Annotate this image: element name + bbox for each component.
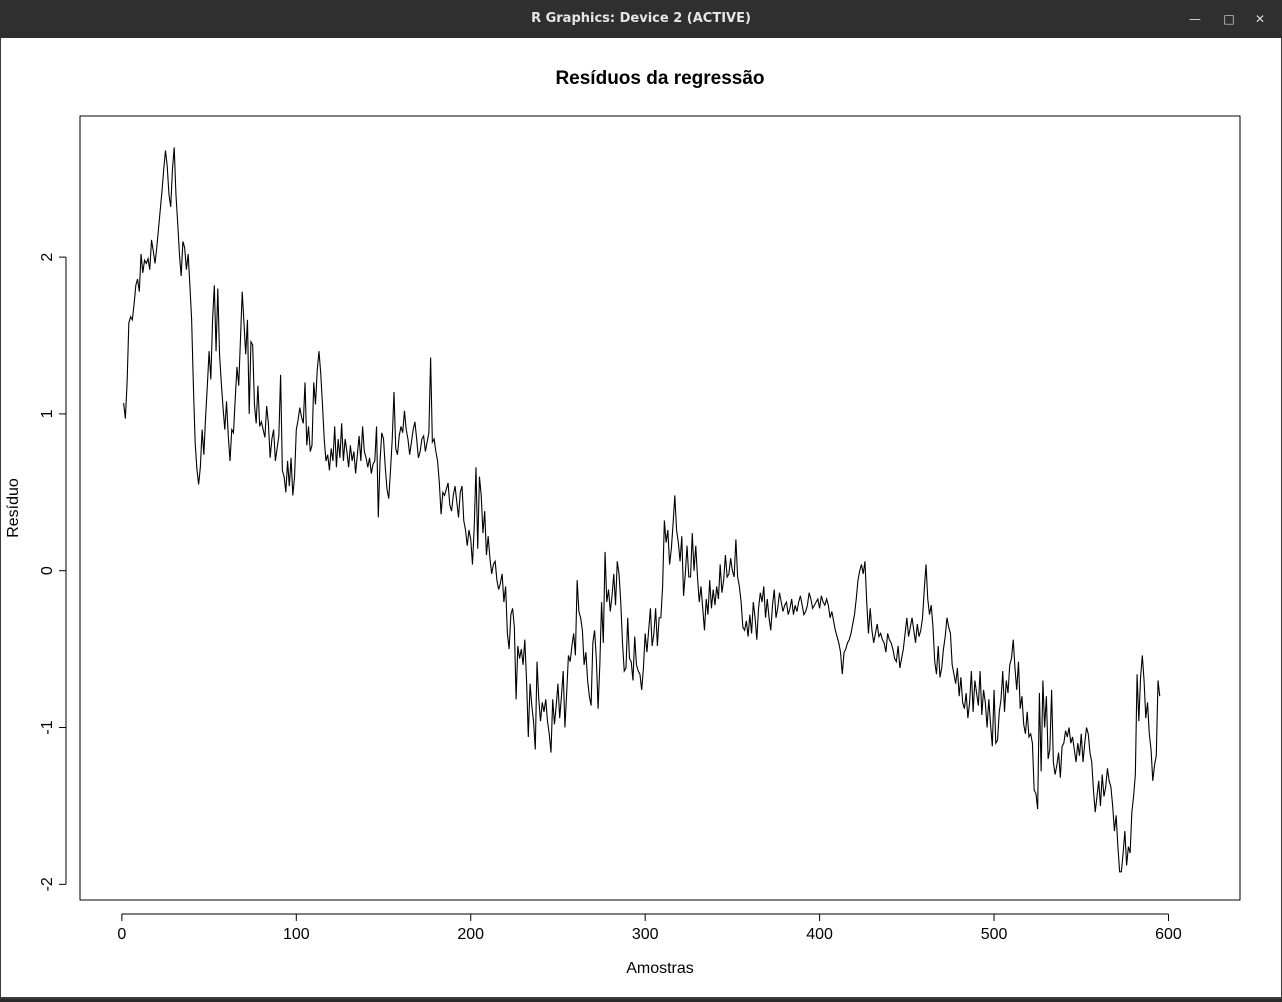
close-icon[interactable]: ✕: [1254, 12, 1266, 26]
maximize-icon[interactable]: □: [1223, 12, 1235, 26]
x-axis: 0 100 200 300 400 500 600: [117, 913, 1182, 943]
x-tick-label: 200: [457, 926, 484, 943]
plot-box: [79, 115, 1241, 901]
x-tick-label: 400: [806, 926, 833, 943]
y-tick-label: -2: [39, 877, 56, 891]
minimize-icon[interactable]: —: [1189, 12, 1201, 26]
x-tick-label: 300: [632, 926, 659, 943]
y-tick-label: 1: [39, 409, 56, 418]
y-tick-label: 2: [39, 253, 56, 262]
x-tick-label: 600: [1155, 926, 1182, 943]
y-axis-label: Resíduo: [5, 478, 22, 538]
y-tick-label: 0: [39, 566, 56, 575]
y-axis: -2 -1 0 1 2: [39, 253, 67, 891]
residual-series-line: [123, 147, 1161, 873]
window-titlebar[interactable]: R Graphics: Device 2 (ACTIVE) — □ ✕: [0, 0, 1282, 38]
x-tick-label: 0: [117, 926, 126, 943]
chart-title: Resíduos da regressão: [555, 68, 764, 89]
plot-canvas: Resíduos da regressão 0 100 200 300 400 500 60…: [1, 38, 1281, 997]
window-title: R Graphics: Device 2 (ACTIVE): [531, 11, 751, 26]
x-tick-label: 100: [283, 926, 310, 943]
x-tick-label: 500: [981, 926, 1008, 943]
y-tick-label: -1: [39, 720, 56, 734]
plot-svg: Resíduos da regressão 0 100 200 300 400 500 60…: [5, 68, 1241, 977]
x-axis-label: Amostras: [626, 960, 694, 977]
